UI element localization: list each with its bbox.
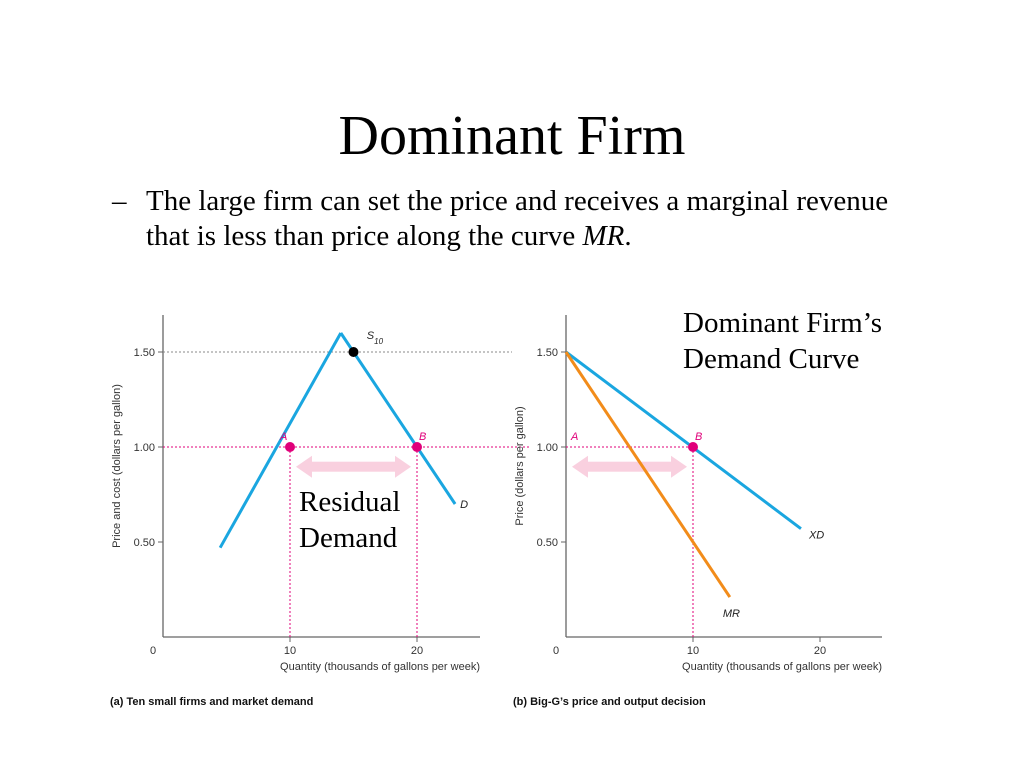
panel-a-curve-label-s10: S10 <box>367 330 384 346</box>
panel-b-point-label-a: A <box>570 431 578 443</box>
panel-b-residual-arrow-shaft <box>584 461 675 472</box>
panel-a-curve-label-d: D <box>460 499 468 511</box>
bullet-text-main: The large firm can set the price and rec… <box>146 185 889 252</box>
panel-a-y-tick-label: 1.00 <box>134 442 155 454</box>
panel-a-y-axis-title: Price and cost (dollars per gallon) <box>111 384 123 548</box>
panel-b-origin-label: 0 <box>553 645 559 657</box>
panel-b-point-b <box>688 442 698 452</box>
panel-b-residual-arrow-left-head <box>572 455 588 478</box>
panel-a-point-label-a: A <box>279 431 287 443</box>
panel-b-caption: (b) Big-G’s price and output decision <box>513 696 706 708</box>
panel-b-x-axis-title: Quantity (thousands of gallons per week) <box>682 661 882 673</box>
panel-a-x-axis-title: Quantity (thousands of gallons per week) <box>280 661 480 673</box>
bullet-end: . <box>624 220 632 252</box>
panel-a-curve-s10 <box>218 332 343 549</box>
panel-a-x-tick-label: 20 <box>411 645 423 657</box>
panel-b-y-tick-label: 1.00 <box>537 442 558 454</box>
panel-a-x-tick-label: 10 <box>284 645 296 657</box>
panel-a-curve-label-sub: 10 <box>374 337 383 346</box>
panel-a-y-tick-label: 0.50 <box>134 537 155 549</box>
callout-residual-demand: Residual Demand <box>299 484 401 556</box>
bullet-dash: – <box>112 185 127 217</box>
panel-b-y-tick-label: 1.50 <box>537 347 558 359</box>
panel-b-curve-label-xd: XD <box>808 530 824 542</box>
panel-a-caption: (a) Ten small firms and market demand <box>110 696 313 708</box>
panel-b-x-tick-label: 20 <box>814 645 826 657</box>
callout-dominant-line2: Demand Curve <box>683 343 860 375</box>
panel-a-origin-label: 0 <box>150 645 156 657</box>
panel-b-curve-label-mr: MR <box>723 608 740 620</box>
panel-b-residual-arrow-right-head <box>671 455 687 478</box>
panel-a-y-tick-label: 1.50 <box>134 347 155 359</box>
panel-a-residual-arrow-shaft <box>308 461 399 472</box>
panel-b-y-axis-title: Price (dollars per gallon) <box>514 406 526 525</box>
bullet-point: – The large firm can set the price and r… <box>112 184 932 254</box>
panel-a-point-b <box>412 442 422 452</box>
panel-a-point-equilibrium <box>348 347 359 357</box>
callout-dominant-line1: Dominant Firm’s <box>683 307 882 339</box>
callout-dominant-demand: Dominant Firm’s Demand Curve <box>683 305 882 377</box>
panel-a-point-label-b: B <box>419 431 426 443</box>
panel-a-residual-arrow-right-head <box>395 455 411 478</box>
panel-a-point-a <box>285 442 295 452</box>
callout-residual-line2: Demand <box>299 522 398 554</box>
panel-b-x-tick-label: 10 <box>687 645 699 657</box>
callout-residual-line1: Residual <box>299 486 401 518</box>
panel-a-curve-d <box>339 332 457 505</box>
panel-a-residual-arrow-left-head <box>296 455 312 478</box>
panel-b-y-tick-label: 0.50 <box>537 537 558 549</box>
panel-b-curve-mr <box>564 351 732 598</box>
panel-b-point-label-b: B <box>695 431 702 443</box>
panel-b-curve-xd <box>565 350 802 530</box>
bullet-mr: MR <box>582 220 625 252</box>
bullet-text: The large firm can set the price and rec… <box>146 184 932 254</box>
slide-title: Dominant Firm <box>338 105 686 167</box>
